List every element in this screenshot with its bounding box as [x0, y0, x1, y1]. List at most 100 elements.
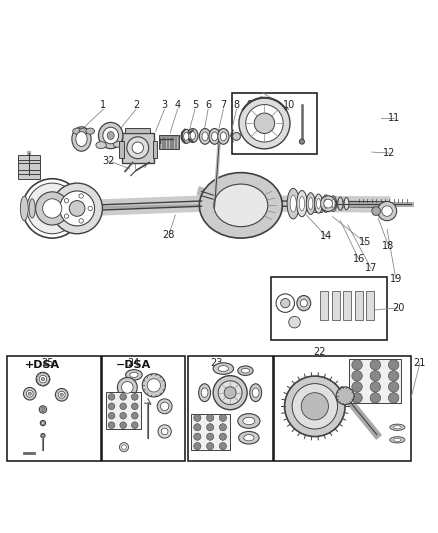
Text: 10: 10 [283, 100, 295, 110]
Ellipse shape [218, 128, 229, 144]
Ellipse shape [113, 141, 122, 147]
Text: 25: 25 [42, 358, 54, 368]
Text: 2: 2 [133, 100, 139, 110]
Circle shape [147, 379, 160, 392]
Circle shape [207, 442, 214, 450]
Bar [332, 291, 339, 320]
Circle shape [132, 142, 144, 154]
Ellipse shape [244, 434, 254, 441]
Ellipse shape [393, 426, 401, 429]
Ellipse shape [315, 194, 322, 213]
Text: 5: 5 [192, 100, 198, 110]
Text: 27: 27 [85, 209, 98, 219]
Ellipse shape [220, 132, 226, 141]
Ellipse shape [306, 193, 315, 215]
Ellipse shape [239, 431, 259, 444]
Circle shape [131, 393, 138, 400]
Bar [187, 356, 273, 461]
Circle shape [42, 422, 44, 424]
Ellipse shape [99, 123, 123, 149]
Bar [320, 291, 328, 320]
Ellipse shape [209, 128, 220, 144]
Circle shape [120, 403, 127, 410]
Bar [168, 135, 170, 149]
Ellipse shape [238, 414, 260, 429]
Ellipse shape [332, 199, 335, 208]
Ellipse shape [199, 128, 211, 144]
Text: 24: 24 [127, 358, 139, 368]
Ellipse shape [290, 195, 296, 212]
Circle shape [28, 392, 32, 395]
Circle shape [39, 375, 47, 383]
Circle shape [194, 424, 201, 431]
Circle shape [88, 206, 92, 211]
Text: 17: 17 [365, 263, 377, 273]
Circle shape [36, 372, 50, 386]
Circle shape [224, 387, 236, 399]
Circle shape [372, 207, 381, 215]
Circle shape [378, 201, 397, 221]
Bar [349, 359, 402, 403]
Ellipse shape [212, 132, 218, 141]
Circle shape [239, 98, 290, 149]
Ellipse shape [184, 133, 189, 140]
Bar [272, 277, 387, 340]
Circle shape [158, 425, 171, 438]
Circle shape [58, 391, 65, 398]
Bar [162, 135, 164, 149]
Ellipse shape [252, 388, 259, 398]
Circle shape [207, 433, 214, 440]
Circle shape [64, 199, 69, 203]
Ellipse shape [20, 196, 28, 221]
Text: 8: 8 [233, 100, 240, 110]
Ellipse shape [214, 184, 268, 227]
Circle shape [352, 360, 362, 370]
Circle shape [336, 387, 354, 405]
Circle shape [194, 433, 201, 440]
Circle shape [24, 387, 36, 400]
Text: 18: 18 [382, 240, 395, 251]
Text: 11: 11 [388, 113, 400, 123]
Ellipse shape [96, 142, 106, 149]
Text: 23: 23 [211, 358, 223, 368]
Ellipse shape [130, 372, 138, 377]
Text: +DSA: +DSA [25, 360, 60, 370]
Ellipse shape [322, 195, 329, 212]
Ellipse shape [299, 197, 304, 211]
Bar [18, 160, 40, 174]
Ellipse shape [38, 201, 42, 215]
Circle shape [289, 317, 300, 328]
Ellipse shape [297, 190, 307, 217]
Circle shape [60, 191, 95, 226]
Circle shape [382, 206, 392, 216]
Text: −DSA: −DSA [117, 360, 152, 370]
Ellipse shape [390, 424, 405, 431]
Bar [170, 135, 172, 149]
Circle shape [352, 370, 362, 381]
Circle shape [207, 414, 214, 422]
Circle shape [35, 192, 69, 225]
Ellipse shape [103, 127, 119, 144]
Text: 21: 21 [413, 358, 426, 368]
Text: 32: 32 [103, 156, 115, 166]
Circle shape [246, 104, 283, 142]
Bar [18, 155, 40, 179]
Circle shape [301, 393, 328, 420]
Bar [343, 291, 351, 320]
Circle shape [254, 113, 275, 133]
Bar [152, 141, 157, 158]
Bar [106, 392, 141, 430]
Circle shape [40, 421, 46, 426]
Bar [159, 135, 179, 149]
Ellipse shape [181, 130, 191, 143]
Ellipse shape [330, 196, 336, 212]
Circle shape [120, 442, 129, 452]
Circle shape [299, 139, 304, 144]
Ellipse shape [29, 199, 35, 218]
Circle shape [352, 393, 362, 403]
Circle shape [120, 393, 127, 400]
Ellipse shape [238, 366, 253, 375]
Ellipse shape [324, 199, 328, 208]
Bar [232, 93, 317, 154]
Circle shape [41, 377, 45, 381]
